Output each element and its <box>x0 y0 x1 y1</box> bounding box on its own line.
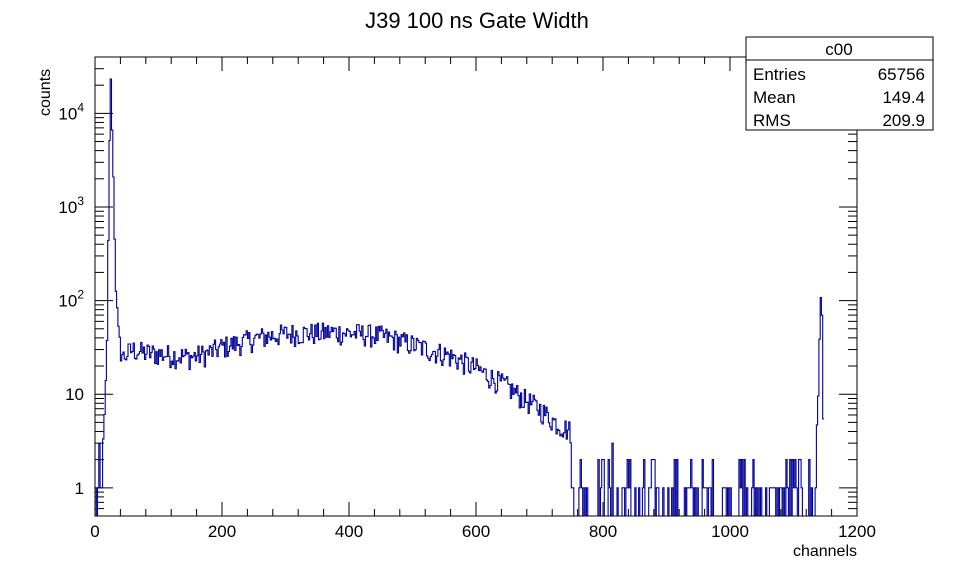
y-tick-label-base: 10 <box>58 198 77 217</box>
y-tick-label: 1 <box>75 479 84 498</box>
y-tick-label-exponent: 3 <box>77 194 84 208</box>
stats-box-border <box>745 36 934 131</box>
y-axis-label: counts <box>37 69 54 116</box>
y-tick-label-base: 10 <box>65 385 84 404</box>
y-tick-label-exponent: 2 <box>77 288 84 302</box>
chart-title: J39 100 ns Gate Width <box>365 8 589 33</box>
y-tick-label: 104 <box>58 100 84 123</box>
x-tick-label: 200 <box>208 522 236 541</box>
x-tick-label: 0 <box>90 522 99 541</box>
plot-frame <box>94 56 858 517</box>
y-tick-label: 10 <box>65 385 84 404</box>
stats-label-rms: RMS <box>753 111 791 130</box>
plot-area <box>95 78 824 517</box>
x-tick-label: 400 <box>335 522 363 541</box>
plot-border <box>94 56 858 517</box>
x-tick-label: 600 <box>462 522 490 541</box>
y-tick-label-exponent: 4 <box>77 100 84 114</box>
stats-box: c00 Entries 65756 Mean 149.4 RMS 209.9 <box>745 36 934 131</box>
y-tick-label-base: 10 <box>58 292 77 311</box>
x-tick-label: 1000 <box>711 522 749 541</box>
stats-value-entries: 65756 <box>878 65 925 84</box>
stats-label-mean: Mean <box>753 88 796 107</box>
x-axis-label: channels <box>793 543 857 560</box>
x-tick-label: 800 <box>589 522 617 541</box>
x-tick-label: 1200 <box>838 522 876 541</box>
histogram-series-line <box>95 78 824 517</box>
stats-label-entries: Entries <box>753 65 806 84</box>
y-tick-label-base: 1 <box>75 479 84 498</box>
stats-value-rms: 209.9 <box>882 111 925 130</box>
y-tick-label: 103 <box>58 194 84 217</box>
stats-value-mean: 149.4 <box>882 88 925 107</box>
y-tick-label: 102 <box>58 288 84 311</box>
stats-box-title: c00 <box>825 40 852 59</box>
y-tick-label-base: 10 <box>58 104 77 123</box>
